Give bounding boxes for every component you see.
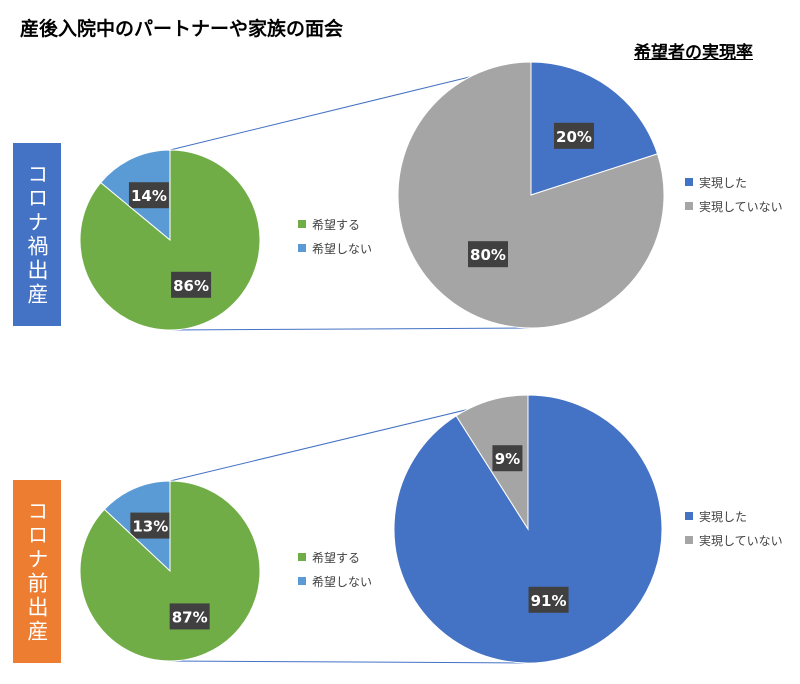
legend-swatch [685, 202, 693, 210]
pie-slice [530, 61, 659, 196]
legend-label: 実現した [699, 175, 748, 190]
page-title: 産後入院中のパートナーや家族の面会 [20, 18, 344, 40]
legend-item-not-want: 希望しない [298, 569, 372, 593]
chart-subtitle: 希望者の実現率 [634, 43, 753, 63]
legend-label: 実現していない [699, 533, 783, 548]
connector-line-bottom [169, 327, 532, 331]
legend-item-want: 希望する [298, 212, 372, 236]
data-label: 13% [132, 518, 168, 536]
data-label: 87% [172, 608, 208, 626]
pie-slice [79, 149, 261, 331]
legend-swatch [685, 178, 693, 186]
legend-swatch [298, 553, 306, 561]
pie-slice [79, 480, 261, 662]
legend-small-covid: 希望する 希望しない [298, 212, 372, 260]
legend-label: 希望しない [312, 241, 373, 256]
legend-label: 希望する [312, 550, 361, 565]
data-label: 14% [131, 187, 167, 205]
legend-label: 実現した [699, 509, 748, 524]
data-label-box [553, 122, 594, 149]
legend-item-not-want: 希望しない [298, 236, 372, 260]
legend-item-want: 希望する [298, 545, 372, 569]
data-label-box [528, 586, 569, 613]
period-label-covid: コロナ禍出産 [13, 143, 61, 326]
legend-large-covid: 実現した 実現していない [685, 170, 783, 218]
pie-slice [455, 394, 529, 531]
legend-label: 希望しない [312, 574, 373, 589]
pie-slice [397, 61, 665, 329]
data-label-box [468, 241, 509, 268]
period-label-pre-covid: コロナ前出産 [13, 480, 61, 663]
legend-small-pre: 希望する 希望しない [298, 545, 372, 593]
legend-item-not-realized: 実現していない [685, 194, 783, 218]
legend-swatch [685, 512, 693, 520]
legend-swatch [298, 244, 306, 252]
data-label: 91% [531, 592, 567, 610]
legend-large-pre: 実現した 実現していない [685, 504, 783, 552]
data-label-box [128, 182, 169, 209]
legend-label: 希望する [312, 217, 361, 232]
legend-swatch [298, 577, 306, 585]
data-label-box [130, 512, 171, 539]
legend-swatch [298, 220, 306, 228]
legend-item-realized: 実現した [685, 170, 783, 194]
legend-item-realized: 実現した [685, 504, 783, 528]
data-label: 20% [556, 128, 592, 146]
data-label-box [171, 271, 212, 298]
data-label-box [169, 603, 210, 630]
data-label-box [492, 445, 523, 472]
data-label: 86% [173, 277, 209, 295]
data-label: 9% [495, 450, 520, 468]
connector-line-bottom [169, 660, 529, 664]
legend-swatch [685, 536, 693, 544]
legend-item-not-realized: 実現していない [685, 528, 783, 552]
data-label: 80% [470, 246, 506, 264]
legend-label: 実現していない [699, 199, 783, 214]
